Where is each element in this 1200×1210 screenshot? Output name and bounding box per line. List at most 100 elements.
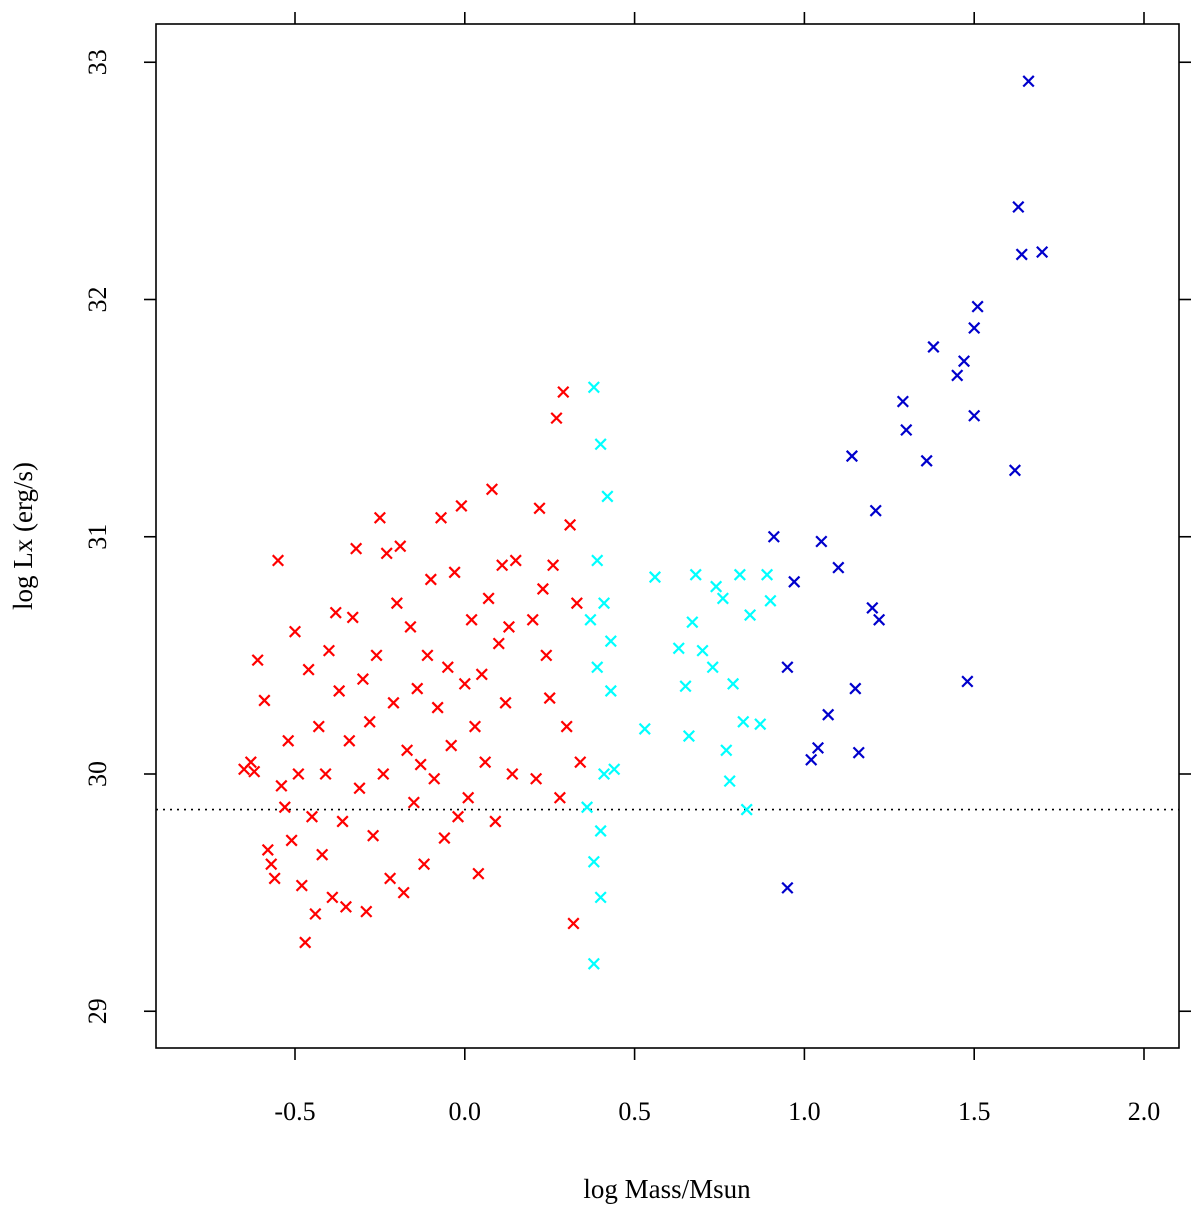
data-point xyxy=(1008,464,1022,477)
data-point xyxy=(594,438,607,451)
data-point xyxy=(278,801,291,814)
data-point xyxy=(815,535,828,548)
data-point xyxy=(689,568,702,581)
data-point xyxy=(920,454,933,467)
y-tick-label: 32 xyxy=(83,287,112,313)
data-point xyxy=(961,675,974,688)
data-point xyxy=(869,504,882,517)
data-point xyxy=(811,741,825,754)
data-point xyxy=(710,580,723,593)
data-point xyxy=(367,829,380,842)
data-point xyxy=(754,718,767,731)
data-point xyxy=(384,872,397,885)
data-point xyxy=(540,649,553,662)
data-point xyxy=(601,490,614,503)
data-point xyxy=(499,696,512,709)
data-point xyxy=(424,573,437,586)
data-point xyxy=(594,824,607,837)
data-point xyxy=(390,597,403,610)
data-point xyxy=(567,917,580,930)
data-point xyxy=(282,734,295,747)
data-point xyxy=(706,661,719,674)
y-tick-label: 29 xyxy=(83,998,112,1024)
data-point xyxy=(292,767,305,781)
data-point xyxy=(380,547,393,560)
data-point xyxy=(648,571,662,584)
data-point xyxy=(852,746,865,759)
y-tick-label: 33 xyxy=(83,49,112,75)
data-point xyxy=(506,767,519,781)
data-point xyxy=(536,582,549,596)
data-point xyxy=(591,554,604,567)
data-point xyxy=(591,661,604,674)
data-point xyxy=(723,775,736,788)
data-point xyxy=(343,734,356,747)
data-point xyxy=(597,767,611,781)
data-point xyxy=(587,381,600,394)
data-point xyxy=(550,412,563,425)
data-point xyxy=(360,905,373,918)
data-point xyxy=(547,559,560,572)
data-point xyxy=(781,661,794,674)
data-point xyxy=(445,739,458,752)
data-point xyxy=(244,756,257,769)
data-point xyxy=(560,720,573,733)
data-point xyxy=(740,803,753,816)
data-point xyxy=(312,720,325,733)
data-point xyxy=(479,756,492,769)
data-point xyxy=(696,644,709,657)
data-point xyxy=(1022,75,1035,88)
x-tick-label: 1.5 xyxy=(958,1097,991,1126)
data-point xyxy=(261,843,274,856)
data-point xyxy=(849,682,862,695)
data-point xyxy=(434,511,448,524)
data-point xyxy=(832,561,845,574)
data-point xyxy=(485,483,499,496)
data-point xyxy=(764,594,777,607)
data-point xyxy=(465,613,478,626)
data-point xyxy=(543,692,556,705)
data-point xyxy=(733,568,746,581)
data-point xyxy=(788,575,801,588)
data-point xyxy=(271,554,285,567)
data-point xyxy=(468,720,482,733)
data-point xyxy=(951,369,964,382)
y-tick-label: 30 xyxy=(83,761,112,787)
data-point xyxy=(373,511,386,524)
y-axis-label: log Lx (erg/s) xyxy=(8,462,38,610)
data-point xyxy=(356,673,369,686)
x-tick-label: 2.0 xyxy=(1128,1097,1161,1126)
data-point xyxy=(428,772,441,785)
data-point xyxy=(275,779,288,792)
data-point xyxy=(305,810,319,823)
data-point xyxy=(564,518,577,531)
data-point xyxy=(557,385,570,399)
data-point xyxy=(767,530,780,543)
data-point xyxy=(672,642,685,655)
data-point xyxy=(397,886,410,899)
x-axis-label: log Mass/Msun xyxy=(583,1174,751,1204)
data-point xyxy=(845,450,858,463)
x-tick-label: -0.5 xyxy=(274,1097,315,1126)
data-point xyxy=(431,701,444,714)
data-point xyxy=(489,815,502,828)
data-point xyxy=(248,765,261,778)
data-point xyxy=(581,801,594,814)
y-tick-label: 31 xyxy=(83,524,112,550)
data-point xyxy=(346,611,359,624)
data-point xyxy=(336,815,349,828)
data-point xyxy=(333,684,346,698)
data-point xyxy=(781,881,794,894)
data-point xyxy=(295,879,308,892)
data-point xyxy=(350,542,363,555)
data-point xyxy=(570,597,583,610)
data-point xyxy=(475,668,488,681)
data-point xyxy=(971,300,984,313)
data-point xyxy=(326,891,339,904)
y-axis: 29 30 31 32 33 xyxy=(83,49,1191,1024)
data-point xyxy=(455,499,468,512)
x-axis: -0.5 0.0 0.5 1.0 1.5 2.0 xyxy=(274,12,1160,1126)
data-point xyxy=(414,758,427,771)
data-point xyxy=(737,715,750,728)
data-point xyxy=(686,616,699,629)
